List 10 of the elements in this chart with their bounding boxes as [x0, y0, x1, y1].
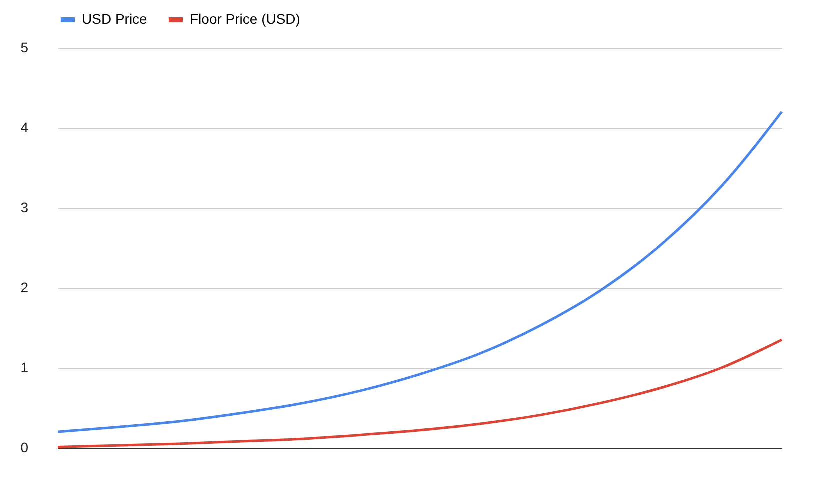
y-tick-label: 0 [20, 440, 29, 456]
line-series [56, 110, 784, 434]
y-tick-label: 2 [20, 280, 29, 296]
y-tick-label: 3 [20, 200, 29, 216]
y-tick-label: 5 [20, 40, 29, 56]
y-tick-label: 4 [20, 120, 29, 136]
legend-label: Floor Price (USD) [190, 11, 300, 27]
legend-label: USD Price [82, 11, 148, 27]
line-series [56, 338, 784, 448]
y-tick-label: 1 [20, 360, 29, 376]
